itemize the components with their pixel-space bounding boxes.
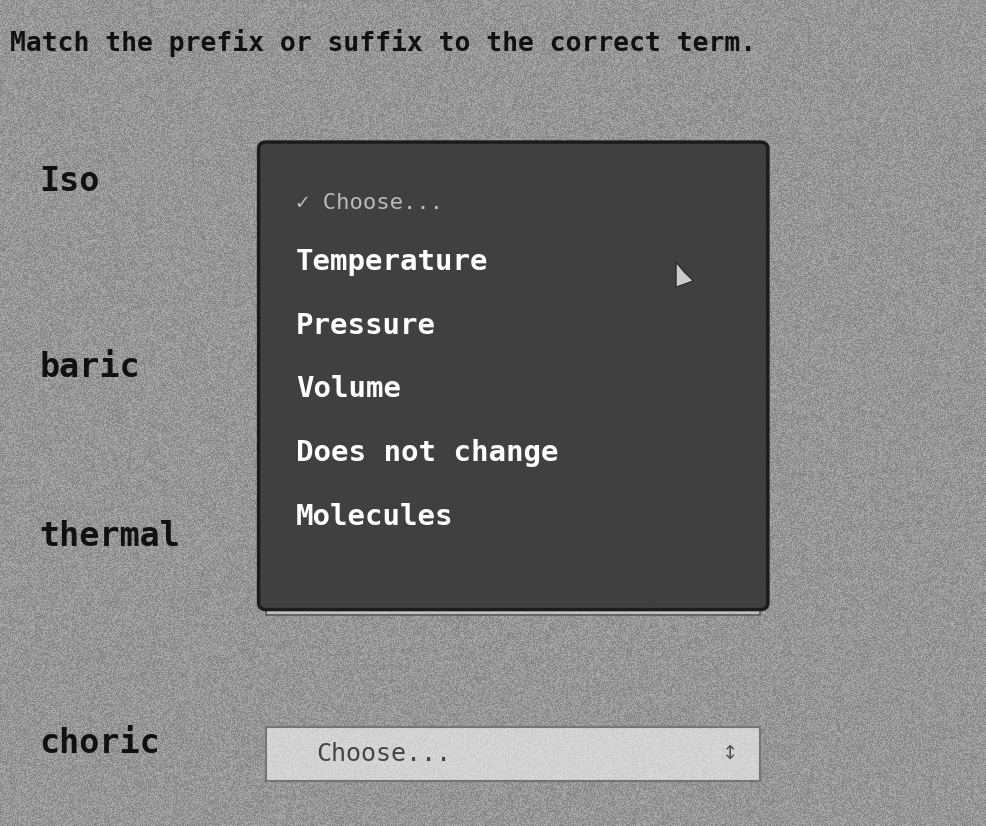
- Text: ✓ Choose...: ✓ Choose...: [296, 193, 443, 213]
- Text: Match the prefix or suffix to the correct term.: Match the prefix or suffix to the correc…: [10, 29, 755, 57]
- Polygon shape: [675, 262, 692, 287]
- Text: Volume: Volume: [296, 376, 400, 403]
- Text: choric: choric: [39, 727, 160, 760]
- Text: Choose...: Choose...: [316, 742, 451, 766]
- Text: baric: baric: [39, 351, 140, 384]
- Text: Molecules: Molecules: [296, 503, 454, 530]
- Text: Iso: Iso: [39, 165, 100, 198]
- FancyBboxPatch shape: [258, 142, 767, 610]
- Text: Does not change: Does not change: [296, 439, 558, 467]
- Text: ↕: ↕: [722, 744, 738, 763]
- Text: Pressure: Pressure: [296, 312, 436, 339]
- Text: Choose...: Choose...: [291, 582, 411, 603]
- Text: thermal: thermal: [39, 520, 180, 553]
- Text: Temperature: Temperature: [296, 249, 488, 276]
- FancyBboxPatch shape: [266, 570, 759, 615]
- FancyBboxPatch shape: [266, 727, 759, 781]
